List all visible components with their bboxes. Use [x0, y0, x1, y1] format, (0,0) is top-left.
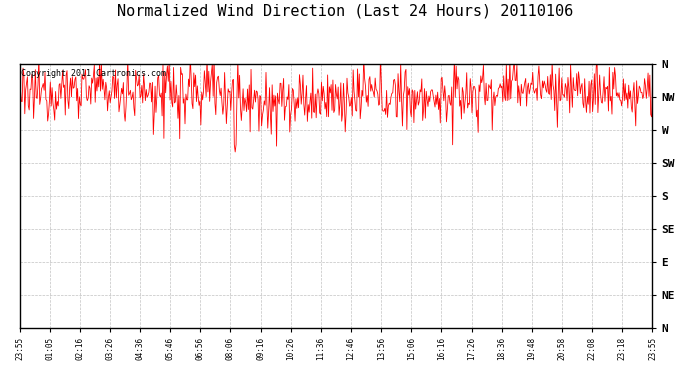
Text: Copyright 2011 Cartronics.com: Copyright 2011 Cartronics.com — [21, 69, 166, 78]
Text: Normalized Wind Direction (Last 24 Hours) 20110106: Normalized Wind Direction (Last 24 Hours… — [117, 4, 573, 19]
